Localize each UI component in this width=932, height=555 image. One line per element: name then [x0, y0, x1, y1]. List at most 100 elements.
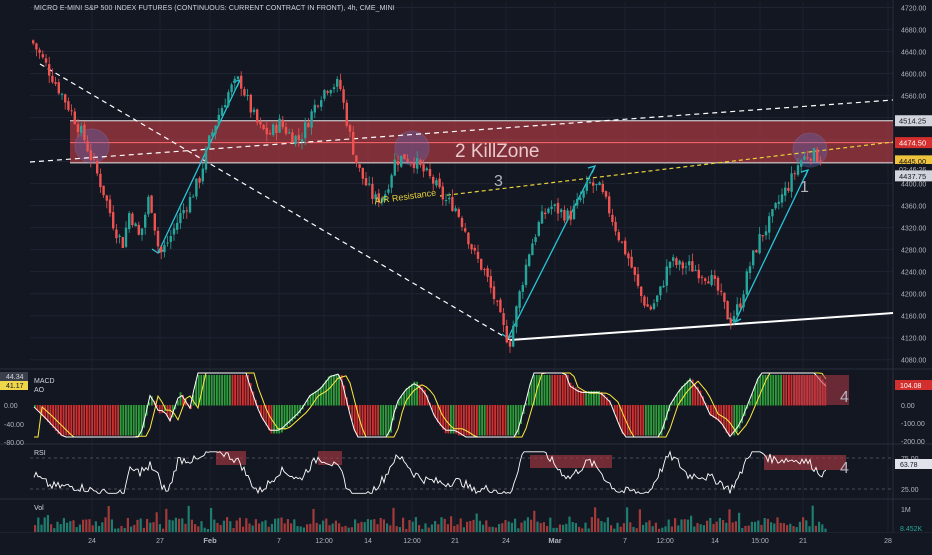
macd-hist-414	[413, 381, 416, 406]
candle-182-body	[182, 210, 185, 214]
macd-hist-736	[736, 405, 738, 433]
volume-bar-175	[174, 517, 177, 532]
macd-hist-135	[135, 405, 138, 436]
macd-hist-762	[762, 375, 764, 406]
volume-bar-764	[763, 518, 766, 532]
candle-733-body	[732, 316, 736, 323]
candle-717-body	[716, 277, 720, 291]
volume-bar-130	[130, 526, 133, 532]
candle-32-body	[32, 40, 35, 44]
macd-hist-551	[551, 375, 554, 406]
volume-bar-248	[248, 523, 251, 532]
volume-bar-642	[642, 524, 645, 532]
macd-hist-463	[463, 405, 465, 436]
candle-816-body	[816, 149, 819, 162]
macd-hist-723	[723, 405, 725, 429]
rsi-highlight-box-1	[216, 451, 246, 465]
candle-157-body	[156, 231, 160, 247]
candle-586-body	[585, 182, 588, 191]
candle-301-body	[300, 139, 304, 142]
candle-608-body	[608, 196, 611, 214]
downtrend-dashed-line	[39, 63, 511, 341]
volume-bar-348	[347, 527, 350, 532]
candle-554-body	[553, 204, 556, 206]
volume-bar-716	[715, 521, 718, 532]
last-price-badge-bg	[895, 155, 932, 167]
candle-42-body	[41, 54, 44, 58]
volume-bar-754	[754, 521, 757, 532]
volume-bar-232	[232, 528, 235, 532]
volume-bar-799	[798, 521, 801, 532]
candle-365-body	[364, 177, 368, 186]
macd-hist-211	[210, 375, 213, 406]
killzone-price-badge: 4474.50	[899, 139, 926, 148]
macd-hist-622	[621, 405, 624, 434]
candle-262-body	[262, 124, 265, 130]
volume-bar-588	[587, 528, 590, 532]
candle-390-body	[390, 175, 393, 188]
volume-bar-597	[597, 518, 600, 532]
macd-hist-445	[444, 405, 447, 434]
volume-bar-245	[245, 518, 248, 532]
candle-208-body	[208, 135, 211, 149]
candle-336-body	[336, 78, 339, 87]
macd-hist-421	[421, 387, 424, 406]
price-tick-15: 4120.00	[901, 336, 926, 343]
macd-hist-715	[715, 405, 717, 420]
volume-bar-172	[171, 520, 174, 532]
candle-547-body	[547, 208, 550, 213]
volume-bar-575	[574, 523, 577, 532]
volume-bar-648	[648, 520, 651, 532]
candle-61-body	[60, 93, 64, 95]
macd-hist-333	[333, 375, 335, 406]
volume-bar-405	[405, 528, 408, 532]
candle-643-body	[643, 296, 646, 306]
volume-bar-808	[808, 526, 811, 532]
volume-bar-700	[699, 524, 702, 532]
macd-hist-112	[112, 405, 114, 436]
macd-hist-403	[403, 391, 405, 406]
candle-566-body	[566, 210, 569, 221]
macd-hist-575	[574, 387, 577, 406]
volume-bar-386	[386, 523, 389, 532]
candle-342-body	[342, 89, 345, 103]
macd-hist-679	[678, 389, 681, 406]
volume-bar-220	[219, 524, 222, 532]
candle-493-body	[492, 286, 496, 300]
candle-410-body	[409, 161, 412, 164]
macd-hist-390	[390, 405, 392, 433]
macd-hist-681	[681, 386, 684, 406]
macd-hist-143	[143, 405, 145, 428]
macd-hist-554	[554, 375, 556, 406]
macd-hist-468	[468, 405, 470, 436]
macd-hist-767	[767, 375, 769, 406]
volume-bar-760	[760, 524, 763, 532]
macd-hist-341	[340, 375, 343, 406]
macd-hist-557	[556, 375, 559, 406]
volume-bar-482	[482, 524, 485, 532]
candle-163-body	[163, 244, 166, 253]
candle-490-body	[489, 276, 492, 288]
macd-hist-68	[67, 405, 70, 436]
candle-374-body	[374, 194, 377, 200]
candle-230-body	[230, 84, 233, 93]
volume-bar-776	[776, 517, 779, 532]
candle-486-body	[486, 268, 489, 277]
time-axis: 24 27 Feb 7 12:00 14 12:00 21 24 Mar 7 12:00 14 15:00…	[0, 533, 932, 550]
volume-bar-242	[242, 526, 245, 532]
macd-hist-193	[192, 394, 195, 406]
macd-hist-265	[265, 405, 268, 426]
volume-bar-709	[709, 517, 712, 532]
volume-bar-392	[392, 507, 395, 532]
candle-640-body	[640, 286, 643, 297]
time-tick-8: 24	[502, 538, 510, 545]
candle-454-body	[454, 208, 457, 212]
macd-hist-44	[44, 405, 47, 419]
time-tick-7: 21	[451, 538, 459, 545]
macd-hist-590	[590, 391, 593, 406]
macd-hist-671	[671, 403, 673, 406]
volume-bar-184	[184, 523, 187, 532]
